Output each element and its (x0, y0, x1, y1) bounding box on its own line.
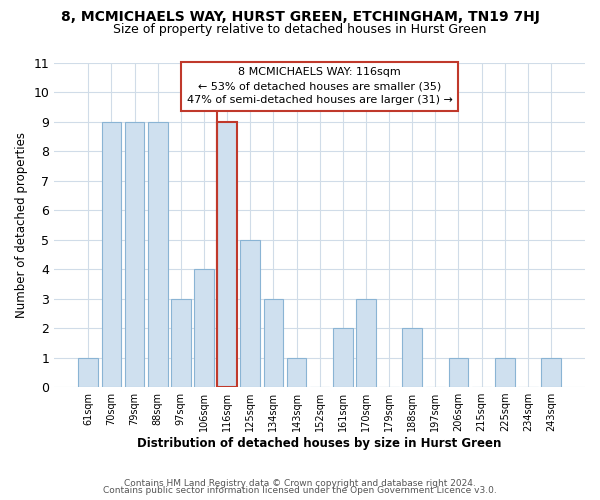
Bar (171, 298, 191, 387)
Text: Size of property relative to detached houses in Hurst Green: Size of property relative to detached ho… (113, 22, 487, 36)
Bar (541, 358, 561, 387)
Bar (449, 358, 469, 387)
Bar (125, 122, 145, 387)
Text: Contains HM Land Registry data © Crown copyright and database right 2024.: Contains HM Land Registry data © Crown c… (124, 478, 476, 488)
Text: Contains public sector information licensed under the Open Government Licence v3: Contains public sector information licen… (103, 486, 497, 495)
Bar (217, 122, 237, 387)
Bar (241, 240, 260, 387)
Y-axis label: Number of detached properties: Number of detached properties (15, 132, 28, 318)
Bar (79, 358, 98, 387)
X-axis label: Distribution of detached houses by size in Hurst Green: Distribution of detached houses by size … (137, 437, 502, 450)
Bar (101, 122, 121, 387)
Bar (263, 298, 283, 387)
Bar (495, 358, 515, 387)
Bar (148, 122, 167, 387)
Bar (194, 269, 214, 387)
Bar (356, 298, 376, 387)
Bar (287, 358, 307, 387)
Text: 8, MCMICHAELS WAY, HURST GREEN, ETCHINGHAM, TN19 7HJ: 8, MCMICHAELS WAY, HURST GREEN, ETCHINGH… (61, 10, 539, 24)
Bar (333, 328, 353, 387)
Bar (403, 328, 422, 387)
Text: 8 MCMICHAELS WAY: 116sqm
← 53% of detached houses are smaller (35)
47% of semi-d: 8 MCMICHAELS WAY: 116sqm ← 53% of detach… (187, 68, 452, 106)
